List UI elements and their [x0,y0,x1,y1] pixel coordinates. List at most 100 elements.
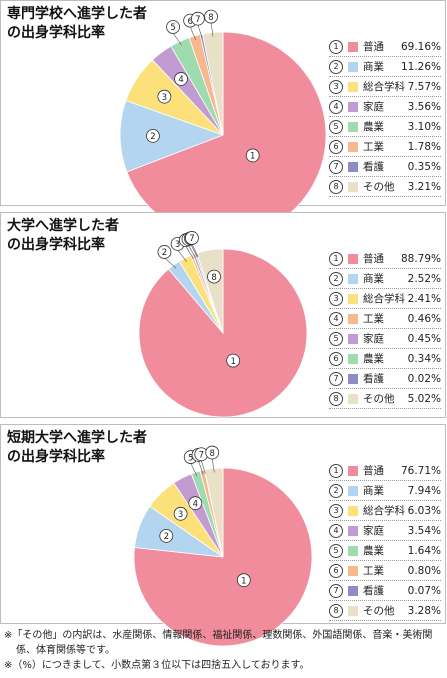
slice-marker-8: 8 [207,269,221,284]
legend-value: 3.56% [407,100,441,113]
legend-value: 7.94% [407,484,441,497]
legend-value: 0.07% [407,584,441,597]
legend-swatch [348,101,358,112]
legend-number: 7 [329,371,343,386]
svg-text:3: 3 [162,93,167,103]
legend-swatch [348,485,358,496]
legend-item: 5 農業 3.10% [329,117,441,137]
legend-label: 工業 [363,313,384,325]
svg-text:5: 5 [170,23,175,33]
svg-text:4: 4 [193,499,198,509]
legend-swatch [348,81,358,92]
chart-legend: 1 普通 69.16% 2 商業 11.26% 3 総合学科 7.57% 4 家庭 3.56% 5 農業 3… [329,37,441,197]
legend-item: 6 工業 0.80% [329,561,441,581]
legend-item: 7 看護 0.07% [329,581,441,601]
slice-marker-1: 1 [236,573,251,588]
legend-item: 7 看護 0.35% [329,157,441,177]
svg-text:6: 6 [187,17,192,27]
slice-marker-8: 8 [205,445,220,473]
legend-label: 普通 [363,253,384,265]
svg-text:2: 2 [150,132,155,142]
legend-label: 農業 [363,121,384,133]
legend-number: 1 [329,39,343,54]
legend-number: 3 [329,503,343,518]
svg-text:4: 4 [178,75,183,85]
footnotes: ※「その他」の内訳は、水産関係、情報関係、福祉関係、理数関係、外国語関係、音楽・… [4,628,444,673]
legend-number: 8 [329,179,343,194]
legend-value: 0.45% [407,332,441,345]
footnote: ※「その他」の内訳は、水産関係、情報関係、福祉関係、理数関係、外国語関係、音楽・… [4,630,433,656]
legend-label: その他 [363,181,395,193]
legend-number: 2 [329,483,343,498]
legend-number: 5 [329,331,343,346]
svg-text:1: 1 [230,357,235,367]
legend-value: 3.21% [407,180,441,193]
legend-label: その他 [363,605,395,617]
legend-swatch [348,61,358,72]
legend-swatch [348,585,358,596]
legend-number: 7 [329,583,343,598]
legend-number: 6 [329,563,343,578]
legend-value: 3.28% [407,604,441,617]
legend-number: 6 [329,139,343,154]
legend-number: 4 [329,311,343,326]
slice-marker-7: 7 [194,447,209,474]
svg-text:2: 2 [162,248,167,258]
legend-label: 普通 [363,465,384,477]
legend-value: 6.03% [407,504,441,517]
legend-value: 69.16% [400,40,441,53]
legend-label: 工業 [363,565,384,577]
svg-text:7: 7 [199,450,204,460]
legend-label: 総合学科 [363,81,405,93]
footnote: ※（%）につきまして、小数点第３位以下は四捨五入しております。 [4,660,310,671]
legend-value: 88.79% [400,252,441,265]
legend-swatch [348,293,358,304]
legend-item: 3 総合学科 2.41% [329,289,441,309]
legend-item: 5 家庭 0.45% [329,329,441,349]
slice-marker-4: 4 [188,496,203,511]
chart-title: 大学へ進学した者 の出身学科比率 [7,218,119,253]
legend-value: 0.34% [407,352,441,365]
chart-title: 短期大学へ進学した者 の出身学科比率 [7,430,147,465]
legend-label: 家庭 [363,525,384,537]
slice-marker-7: 7 [190,11,205,39]
legend-swatch [348,313,358,324]
legend-swatch [348,121,358,132]
pie-slice-8 [196,248,224,334]
legend-number: 4 [329,99,343,114]
legend-value: 3.54% [407,524,441,537]
legend-number: 3 [329,291,343,306]
legend-label: 農業 [363,545,384,557]
slice-marker-2: 2 [157,245,177,269]
legend-value: 7.57% [407,80,441,93]
slice-marker-2: 2 [146,128,160,143]
legend-value: 2.52% [407,272,441,285]
legend-label: 家庭 [363,333,384,345]
legend-item: 2 商業 7.94% [329,481,441,501]
slice-marker-4: 4 [174,72,188,86]
legend-item: 8 その他 3.28% [329,601,441,621]
legend-item: 8 その他 3.21% [329,177,441,197]
legend-number: 8 [329,603,343,618]
legend-label: 看護 [363,161,384,173]
legend-item: 6 工業 1.78% [329,137,441,157]
slice-marker-8: 8 [204,9,218,37]
legend-number: 7 [329,159,343,174]
legend-label: 総合学科 [363,505,405,517]
legend-label: 家庭 [363,101,384,113]
chart-legend: 1 普通 88.79% 2 商業 2.52% 3 総合学科 2.41% 4 工業 0.46% 5 家庭 0.… [329,249,441,409]
legend-item: 1 普通 69.16% [329,37,441,57]
legend-item: 2 商業 11.26% [329,57,441,77]
legend-value: 76.71% [400,464,441,477]
legend-swatch [348,333,358,344]
slice-marker-3: 3 [157,89,172,104]
legend-value: 1.78% [407,140,441,153]
slice-marker-2: 2 [159,528,174,543]
legend-value: 2.41% [407,292,441,305]
legend-value: 0.80% [407,564,441,577]
